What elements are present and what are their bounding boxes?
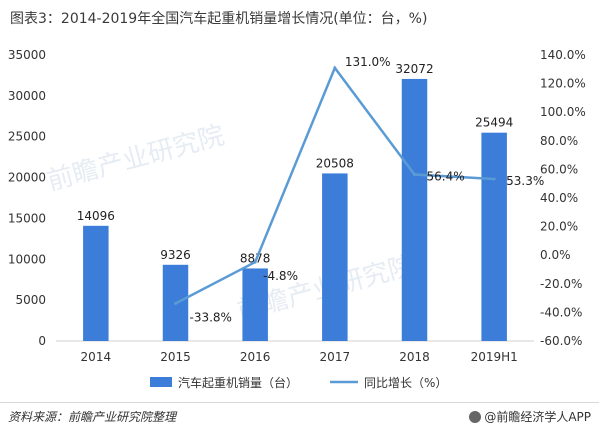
y-right-tick-label: -40.0% (540, 305, 582, 319)
brand-text: @前瞻经济学人APP (484, 410, 591, 424)
brand-credit: @前瞻经济学人APP (469, 408, 591, 425)
line-point (253, 260, 257, 264)
line-point (413, 173, 416, 177)
x-tick-label: 2016 (240, 350, 271, 364)
y-right-tick-label: 100.0% (540, 105, 586, 119)
y-right-tick-label: -20.0% (540, 277, 582, 291)
chart-title: 图表3：2014-2019年全国汽车起重机销量增长情况(单位：台，%) (10, 11, 428, 27)
line-value-label: -4.8% (263, 269, 298, 283)
bar (481, 132, 507, 341)
y-left-tick-label: 35000 (8, 48, 46, 62)
bar-value-label: 25494 (475, 116, 513, 130)
y-right-tick-label: 140.0% (540, 48, 586, 62)
source-note: 资料来源：前瞻产业研究院整理 (8, 410, 177, 424)
x-tick-label: 2014 (81, 350, 112, 364)
bar-value-label: 14096 (77, 209, 115, 223)
y-left-tick-label: 5000 (15, 293, 46, 307)
y-right-tick-label: -60.0% (540, 334, 582, 348)
legend-swatch-bar (150, 377, 172, 387)
bar-value-label: 9326 (160, 248, 191, 262)
y-left-tick-label: 30000 (8, 89, 46, 103)
line-point (492, 177, 496, 181)
line-value-label: 53.3% (506, 174, 544, 188)
x-tick-label: 2017 (320, 350, 351, 364)
line-point (174, 302, 177, 306)
bar-value-label: 8878 (240, 251, 271, 265)
y-left-tick-label: 15000 (8, 211, 46, 225)
y-right-tick-label: 20.0% (540, 220, 578, 234)
legend-label-line: 同比增长（%） (364, 376, 447, 390)
bar (83, 225, 109, 341)
footer-divider (0, 402, 599, 403)
line-value-label: -33.8% (190, 311, 232, 325)
bar-value-label: 32072 (395, 62, 433, 76)
line-value-label: 131.0% (345, 55, 391, 69)
bar (401, 78, 428, 342)
y-left-tick-label: 20000 (8, 171, 46, 185)
bar (242, 268, 268, 341)
line-point (333, 66, 337, 70)
y-left-tick-label: 25000 (8, 130, 46, 144)
x-tick-label: 2018 (399, 350, 430, 364)
y-right-tick-label: 40.0% (540, 191, 578, 205)
y-right-tick-label: 60.0% (540, 162, 578, 176)
line-value-label: 56.4% (427, 170, 465, 184)
y-right-tick-label: 0.0% (540, 248, 571, 262)
x-tick-label: 2015 (160, 350, 191, 364)
legend-label-bar: 汽车起重机销量（台） (178, 375, 298, 390)
bar (322, 173, 348, 341)
y-left-tick-label: 10000 (8, 252, 46, 266)
y-right-tick-label: 80.0% (540, 134, 578, 148)
x-tick-label: 2019H1 (471, 350, 518, 364)
watermark-text: 前瞻产业研究院 (44, 121, 228, 197)
brand-logo-icon (469, 410, 482, 423)
y-left-tick-label: 0 (38, 334, 46, 348)
bar-value-label: 20508 (316, 156, 354, 170)
y-right-tick-label: 120.0% (540, 77, 586, 91)
